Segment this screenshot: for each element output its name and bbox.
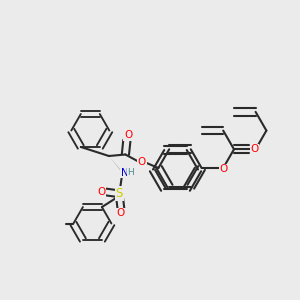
Text: O: O bbox=[219, 164, 227, 175]
Text: O: O bbox=[97, 187, 105, 197]
Text: O: O bbox=[138, 157, 146, 167]
Text: O: O bbox=[124, 130, 132, 140]
Text: O: O bbox=[117, 208, 125, 218]
Text: H: H bbox=[128, 168, 134, 177]
Polygon shape bbox=[109, 156, 124, 175]
Text: N: N bbox=[121, 167, 129, 178]
Text: O: O bbox=[250, 144, 259, 154]
Text: S: S bbox=[116, 187, 123, 200]
